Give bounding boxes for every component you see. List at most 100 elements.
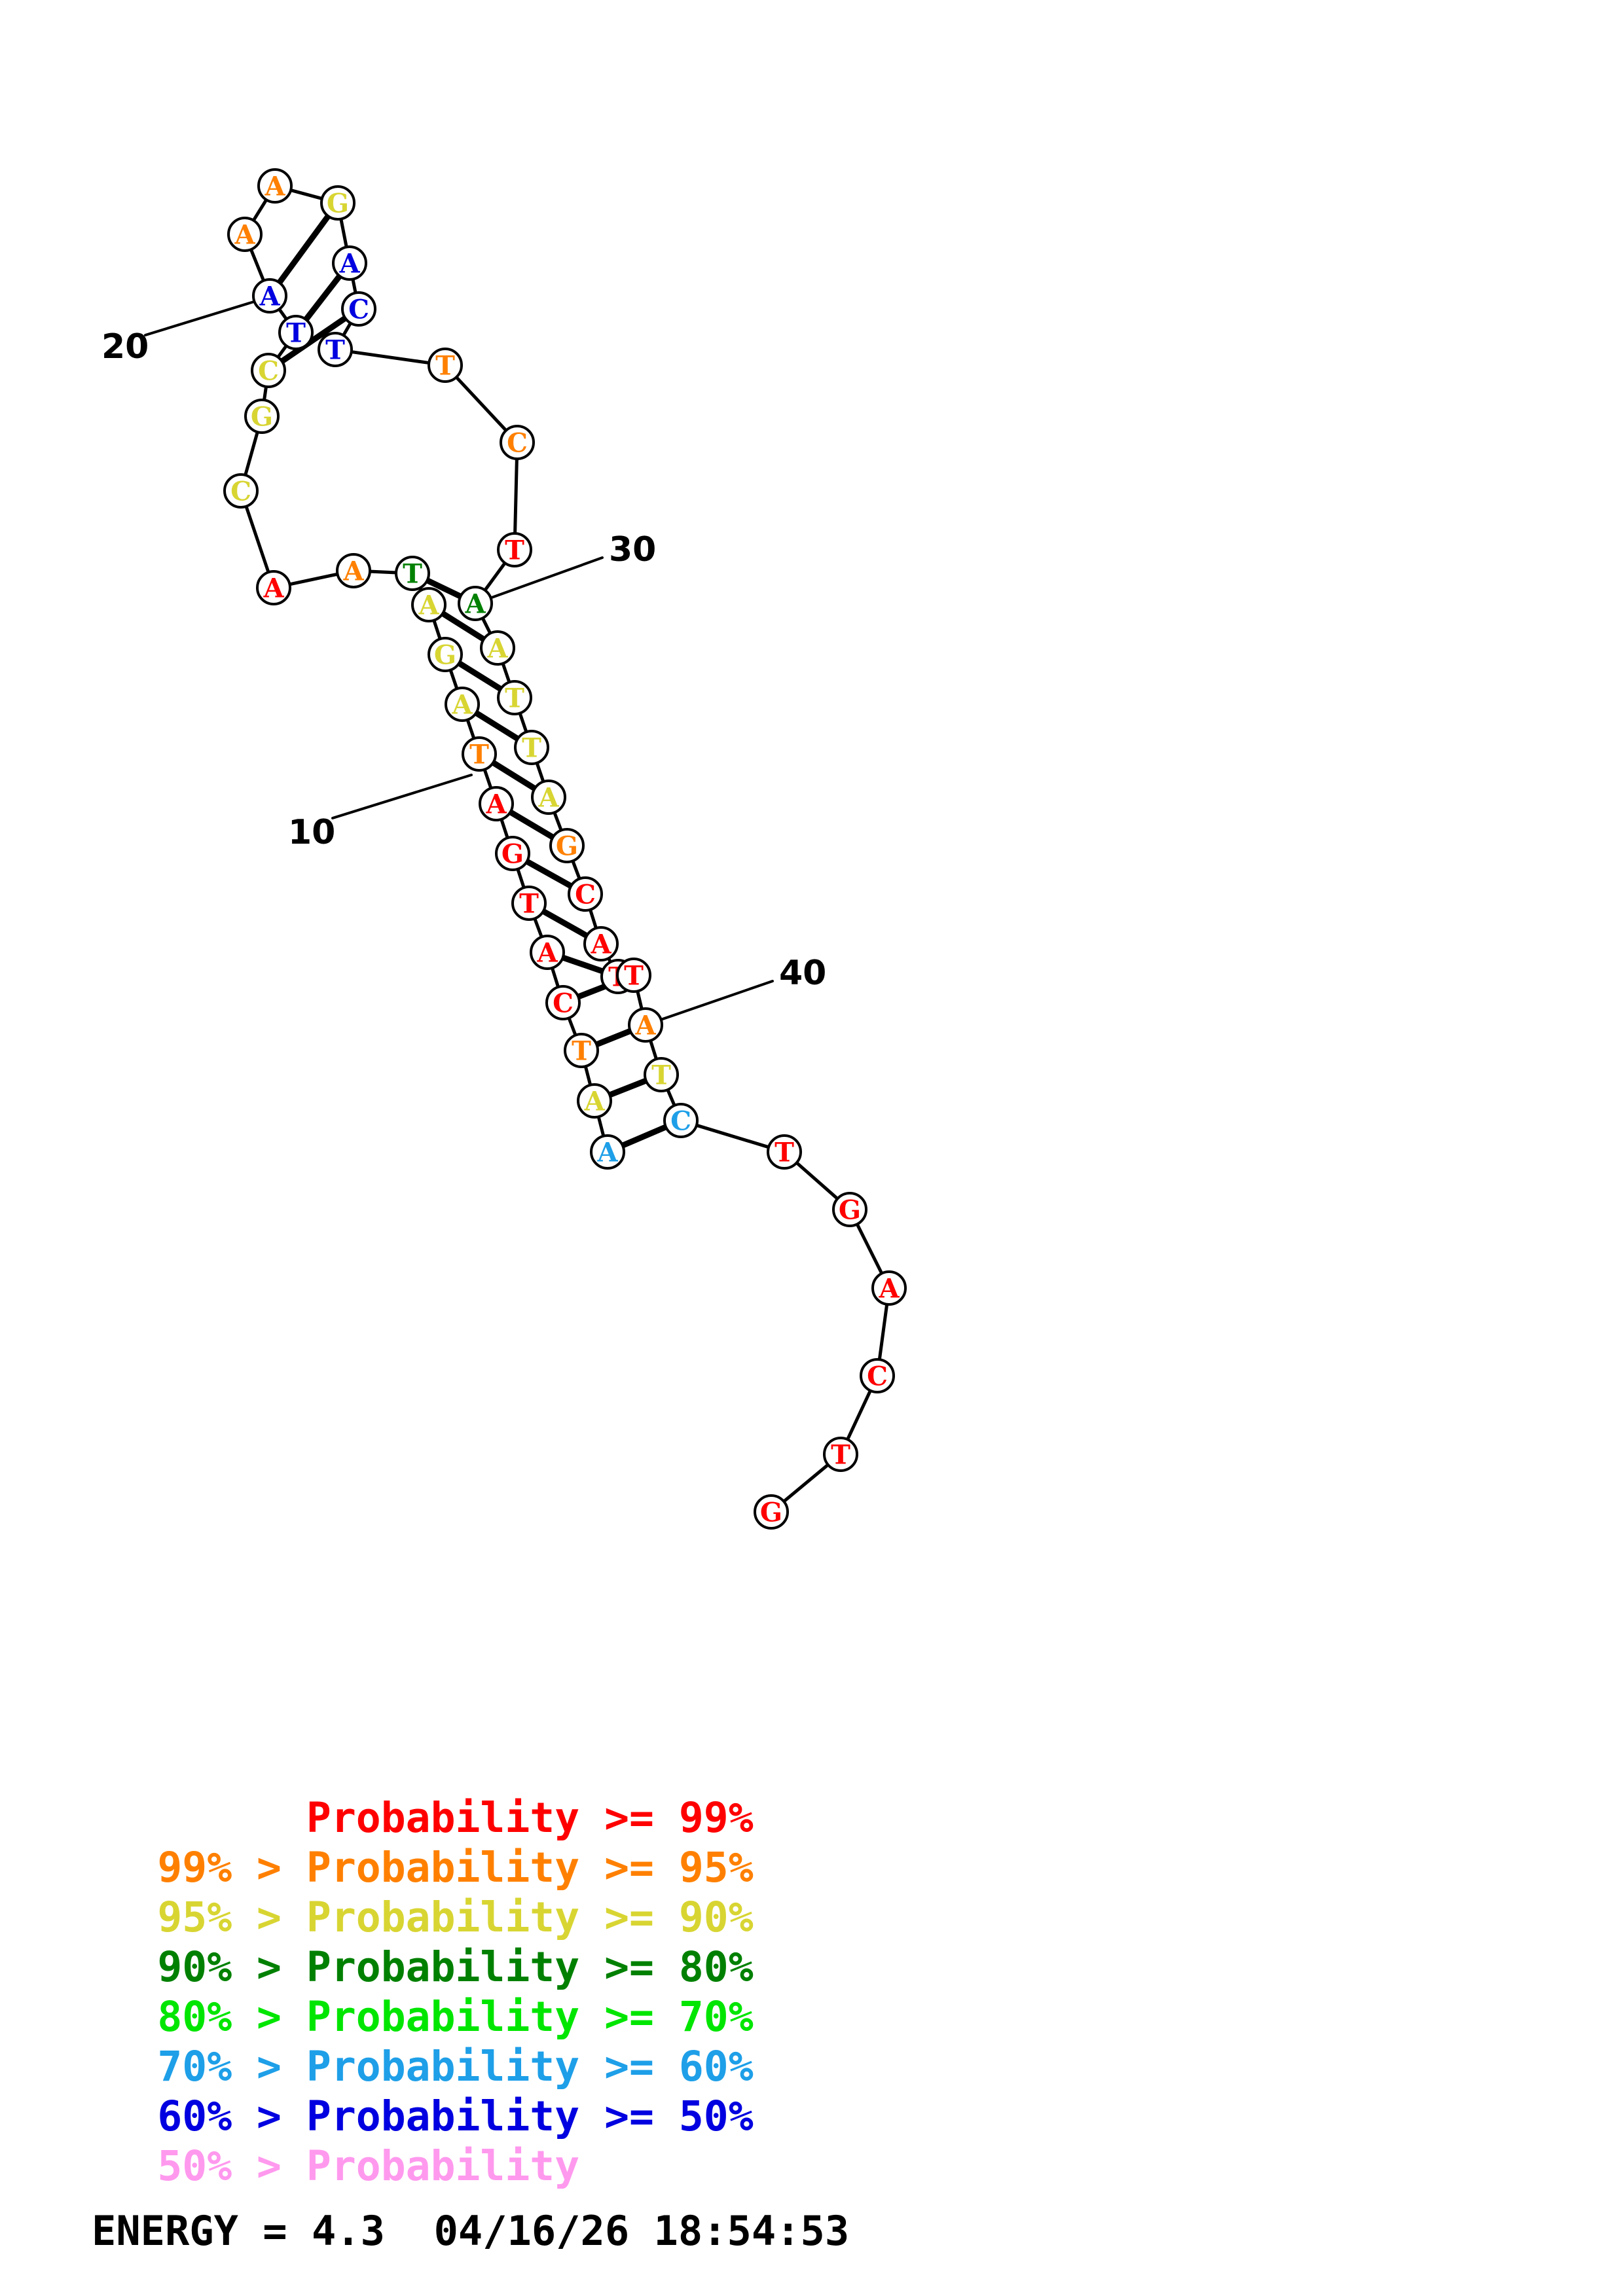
nucleotide-c-4[interactable]: C bbox=[545, 985, 581, 1020]
nucleotide-a-40[interactable]: A bbox=[628, 1007, 663, 1043]
nucleotide-c-25[interactable]: C bbox=[341, 291, 376, 327]
nucleotide-t-6[interactable]: T bbox=[511, 886, 547, 921]
nucleotide-g-11[interactable]: G bbox=[428, 637, 463, 672]
nucleotide-t-26[interactable]: T bbox=[318, 332, 353, 367]
backbone-segment bbox=[596, 1115, 606, 1138]
nucleotide-letter: A bbox=[464, 589, 486, 620]
nucleotide-c-46[interactable]: C bbox=[860, 1358, 895, 1393]
nucleotide-letter: A bbox=[590, 929, 611, 960]
legend-row-1: 99% > Probability >= 95% bbox=[0, 1843, 1623, 1893]
nucleotide-circle bbox=[500, 425, 535, 460]
base-pair-bond bbox=[303, 274, 342, 322]
nucleotide-letter: C bbox=[867, 1361, 888, 1392]
nucleotide-circle bbox=[341, 291, 376, 327]
nucleotide-c-18[interactable]: C bbox=[251, 353, 286, 388]
nucleotide-t-41[interactable]: T bbox=[644, 1057, 679, 1092]
nucleotide-a-12[interactable]: A bbox=[411, 587, 447, 622]
nucleotide-t-43[interactable]: T bbox=[767, 1134, 802, 1170]
nucleotide-circle bbox=[428, 348, 463, 383]
nucleotide-t-29[interactable]: T bbox=[497, 532, 532, 567]
backbone-segment bbox=[795, 1161, 839, 1200]
nucleotide-g-23[interactable]: G bbox=[320, 185, 356, 221]
backbone-segment bbox=[289, 188, 323, 200]
nucleotide-t-33[interactable]: T bbox=[514, 730, 549, 765]
backbone-segment bbox=[567, 1016, 577, 1037]
base-pair-bond bbox=[440, 611, 486, 642]
nucleotide-a-14[interactable]: A bbox=[336, 553, 371, 588]
nucleotide-t-32[interactable]: T bbox=[497, 680, 532, 715]
nucleotide-circle bbox=[832, 1192, 867, 1227]
nucleotide-letter: A bbox=[264, 171, 285, 202]
nucleotide-circle bbox=[227, 217, 263, 252]
base-pair-bond bbox=[456, 660, 503, 692]
nucleotide-c-36[interactable]: C bbox=[568, 876, 603, 912]
nucleotide-t-19[interactable]: T bbox=[278, 315, 314, 350]
nucleotide-circle bbox=[767, 1134, 802, 1170]
nucleotide-letter: A bbox=[634, 1011, 656, 1041]
nucleotide-t-27[interactable]: T bbox=[428, 348, 463, 383]
nucleotide-a-5[interactable]: A bbox=[530, 935, 565, 970]
nucleotide-a-15[interactable]: A bbox=[256, 570, 291, 605]
energy-and-timestamp: ENERGY = 4.3 04/16/26 18:54:53 bbox=[92, 2207, 850, 2255]
nucleotide-a-21[interactable]: A bbox=[227, 217, 263, 252]
legend-row-text: Probability bbox=[282, 2142, 580, 2190]
probability-legend: Probability >= 99% 99% > Probability >= 9… bbox=[0, 1793, 1623, 2191]
nucleotide-circle bbox=[616, 958, 651, 993]
nucleotide-a-24[interactable]: A bbox=[332, 245, 367, 281]
nucleotide-a-31[interactable]: A bbox=[480, 630, 515, 666]
nucleotide-letter: A bbox=[536, 938, 558, 969]
nucleotide-a-8[interactable]: A bbox=[479, 786, 514, 821]
secondary-structure-diagram: AATCATGATAGATAACGCTAAAGACTTCTAATTAGCATTA… bbox=[101, 168, 907, 1530]
nucleotide-a-22[interactable]: A bbox=[257, 168, 293, 204]
nucleotide-circle bbox=[511, 886, 547, 921]
nucleotide-a-1[interactable]: A bbox=[590, 1134, 625, 1170]
nucleotide-letter: G bbox=[760, 1498, 782, 1528]
nucleotide-letter: T bbox=[519, 889, 539, 920]
nucleotide-g-35[interactable]: G bbox=[549, 828, 585, 863]
nucleotide-a-30[interactable]: A bbox=[458, 586, 493, 621]
nucleotide-letter: C bbox=[670, 1106, 691, 1137]
nucleotide-circle bbox=[411, 587, 447, 622]
nucleotide-t-3[interactable]: T bbox=[564, 1033, 599, 1068]
nucleotide-g-17[interactable]: G bbox=[244, 399, 280, 434]
backbone-segment bbox=[465, 719, 476, 740]
legend-row-2: 95% > Probability >= 90% bbox=[0, 1893, 1623, 1943]
nucleotide-a-2[interactable]: A bbox=[577, 1083, 612, 1119]
nucleotide-letter: G bbox=[501, 839, 524, 870]
nucleotide-letter: T bbox=[505, 535, 524, 566]
nucleotide-a-20[interactable]: A bbox=[252, 278, 287, 314]
base-pair-bond bbox=[541, 908, 589, 939]
nucleotide-circle bbox=[336, 553, 371, 588]
nucleotide-a-10[interactable]: A bbox=[445, 687, 480, 722]
base-pair-bond bbox=[473, 710, 520, 742]
backbone-segment bbox=[553, 811, 563, 832]
nucleotide-g-7[interactable]: G bbox=[495, 836, 530, 871]
backbone-segment bbox=[571, 859, 581, 880]
nucleotide-letter: A bbox=[485, 789, 507, 820]
nucleotide-t-9[interactable]: T bbox=[462, 736, 497, 772]
nucleotide-t-47[interactable]: T bbox=[823, 1437, 858, 1472]
legend-row-text: Probability >= 90% bbox=[282, 1893, 754, 1941]
legend-row-threshold: 95% > bbox=[157, 1893, 282, 1941]
nucleotide-g-44[interactable]: G bbox=[832, 1192, 867, 1227]
nucleotide-letter: A bbox=[342, 556, 364, 587]
leader-line-30 bbox=[474, 556, 604, 605]
nucleotide-c-42[interactable]: C bbox=[663, 1103, 699, 1138]
backbone-segment bbox=[244, 505, 270, 573]
base-pair-bond bbox=[560, 954, 605, 975]
nucleotide-a-34[interactable]: A bbox=[531, 780, 566, 815]
nucleotide-a-45[interactable]: A bbox=[871, 1270, 907, 1306]
nucleotide-t-39[interactable]: T bbox=[616, 958, 651, 993]
nucleotide-t-13[interactable]: T bbox=[395, 556, 430, 591]
nucleotide-circle bbox=[754, 1494, 789, 1530]
nucleotide-c-16[interactable]: C bbox=[223, 473, 259, 509]
nucleotide-circle bbox=[479, 786, 514, 821]
base-pair-bond bbox=[490, 760, 538, 791]
nucleotide-a-37[interactable]: A bbox=[583, 926, 619, 961]
nucleotide-c-28[interactable]: C bbox=[500, 425, 535, 460]
nucleotide-circle bbox=[257, 168, 293, 204]
backbone-segment bbox=[695, 1124, 770, 1149]
nucleotide-g-48[interactable]: G bbox=[754, 1494, 789, 1530]
base-pair-bond bbox=[594, 1028, 633, 1047]
nucleotide-letter: A bbox=[583, 1086, 605, 1117]
